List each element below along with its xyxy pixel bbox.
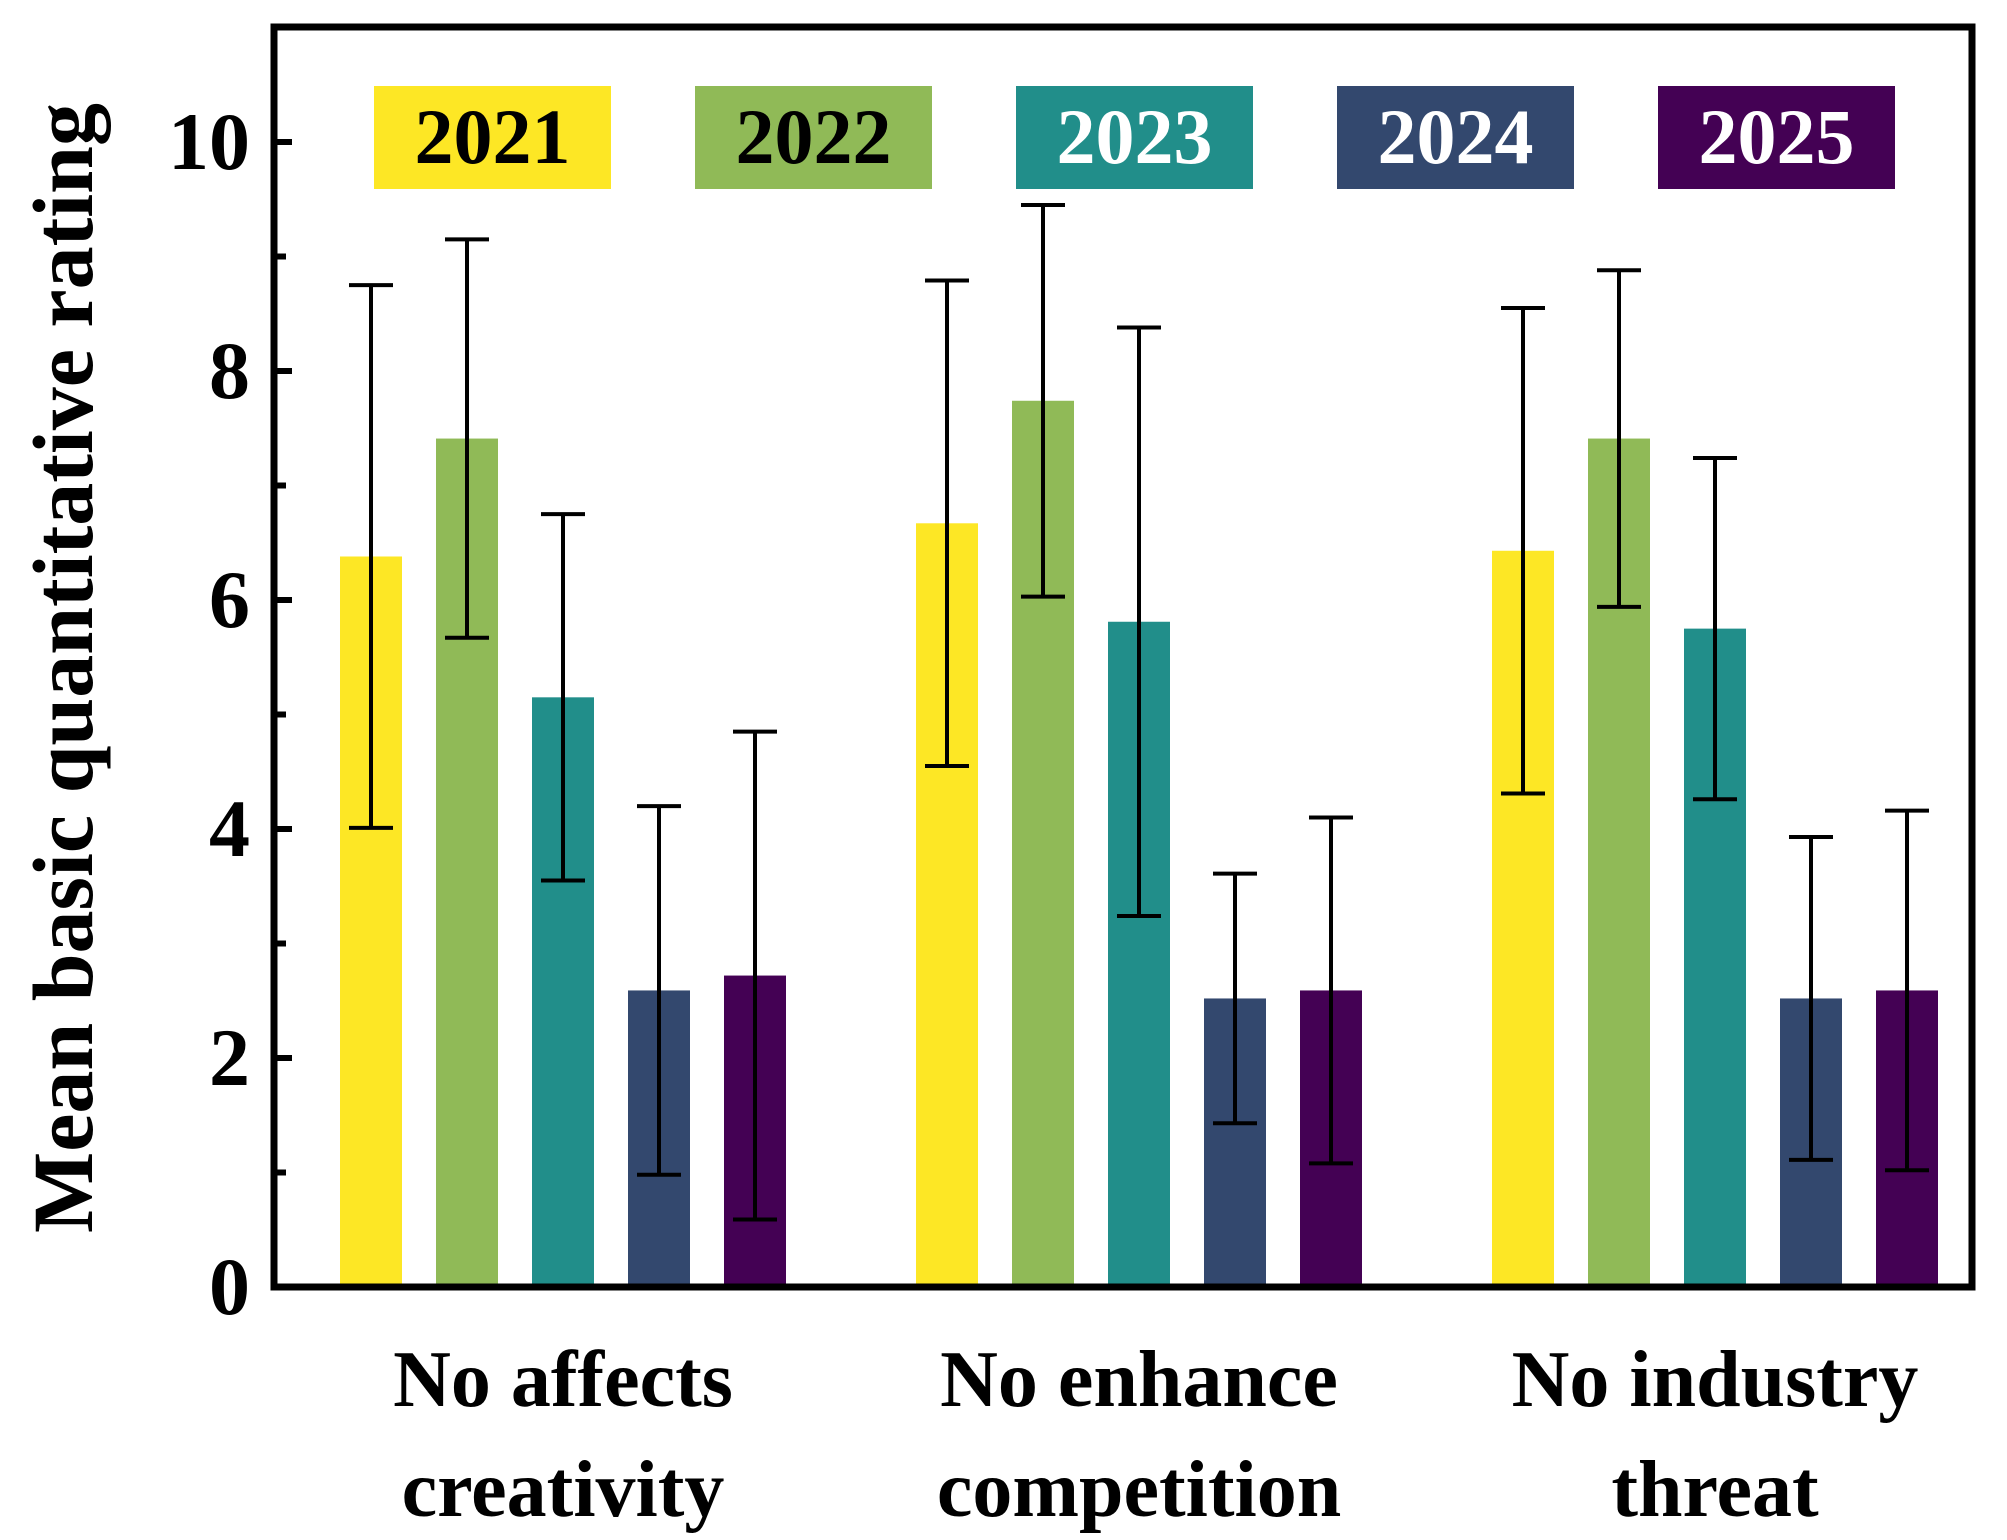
legend-label: 2022 bbox=[736, 93, 892, 180]
error-bar-2021-2 bbox=[925, 278, 969, 769]
y-tick-label: 8 bbox=[209, 325, 250, 416]
error-bar-2022-1 bbox=[445, 237, 489, 640]
error-bar-2021-3 bbox=[1501, 306, 1545, 796]
legend-swatch bbox=[1016, 86, 1253, 189]
y-tick-label: 2 bbox=[209, 1012, 250, 1103]
legend-label: 2024 bbox=[1378, 93, 1534, 180]
y-axis-ticks: 0 2 4 6 8 10 bbox=[168, 96, 292, 1332]
category-label-2: No enhance competition bbox=[937, 1336, 1341, 1534]
legend-item-2025: 2025 bbox=[1658, 86, 1895, 189]
legend: 2021 2022 2023 2024 2025 bbox=[374, 86, 1895, 189]
error-bar-2025-3 bbox=[1885, 808, 1929, 1173]
legend-swatch bbox=[374, 86, 611, 189]
error-bar-2024-3 bbox=[1789, 835, 1833, 1162]
legend-label: 2025 bbox=[1699, 93, 1855, 180]
error-bar-2024-2 bbox=[1213, 871, 1257, 1126]
legend-item-2022: 2022 bbox=[695, 86, 932, 189]
legend-swatch bbox=[1658, 86, 1895, 189]
error-bars-layer bbox=[349, 202, 1929, 1222]
y-tick-label: 0 bbox=[209, 1241, 250, 1332]
y-tick-label: 10 bbox=[168, 96, 250, 187]
legend-item-2023: 2023 bbox=[1016, 86, 1253, 189]
error-bar-2023-3 bbox=[1693, 456, 1737, 802]
y-axis-title: Mean basic quantitative rating bbox=[15, 103, 111, 1233]
error-bar-2025-1 bbox=[733, 729, 777, 1222]
category-label-line: No industry bbox=[1512, 1336, 1919, 1424]
error-bar-2022-3 bbox=[1597, 268, 1641, 609]
error-bar-2024-1 bbox=[637, 804, 681, 1177]
category-label-line: threat bbox=[1611, 1446, 1819, 1534]
category-label-line: No affects bbox=[393, 1336, 733, 1424]
legend-label: 2021 bbox=[415, 93, 571, 180]
legend-swatch bbox=[1337, 86, 1574, 189]
legend-label: 2023 bbox=[1057, 93, 1213, 180]
category-label-line: competition bbox=[937, 1446, 1341, 1534]
legend-item-2021: 2021 bbox=[374, 86, 611, 189]
legend-swatch bbox=[695, 86, 932, 189]
error-bar-2021-1 bbox=[349, 283, 393, 830]
category-label-3: No industry threat bbox=[1512, 1336, 1919, 1534]
category-label-line: creativity bbox=[402, 1446, 725, 1534]
plot-frame bbox=[270, 23, 1976, 1291]
y-tick-label: 4 bbox=[209, 783, 250, 874]
y-tick-label: 6 bbox=[209, 554, 250, 645]
error-bar-2023-2 bbox=[1117, 325, 1161, 919]
error-bar-2023-1 bbox=[541, 512, 585, 883]
error-bar-2025-2 bbox=[1309, 815, 1353, 1166]
category-label-1: No affects creativity bbox=[393, 1336, 733, 1534]
legend-item-2024: 2024 bbox=[1337, 86, 1574, 189]
category-label-line: No enhance bbox=[940, 1336, 1338, 1424]
error-bar-2022-2 bbox=[1021, 202, 1065, 599]
bars-layer bbox=[340, 400, 1938, 1287]
x-axis-category-labels: No affects creativity No enhance competitio… bbox=[393, 1336, 1918, 1534]
